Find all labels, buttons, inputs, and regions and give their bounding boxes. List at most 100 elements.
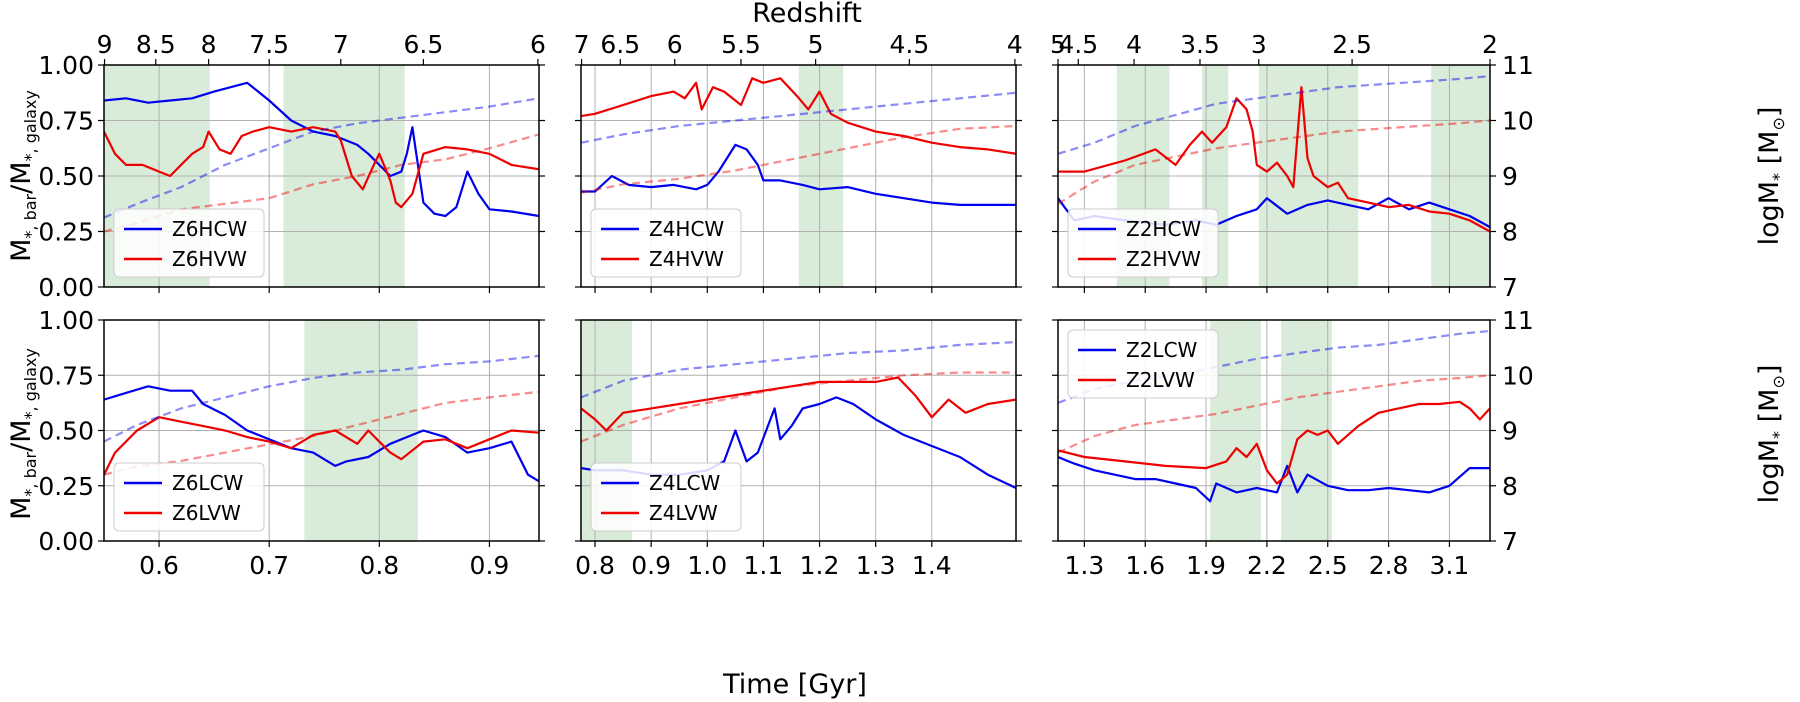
legend-label-z6hcw: Z6HCW	[172, 217, 247, 241]
y2-tick-label: 11	[1502, 51, 1534, 80]
legend-label-z4hvw: Z4HVW	[649, 247, 724, 271]
series-line-z4hcw	[581, 143, 1016, 206]
series-line-z2lcw	[1058, 455, 1490, 503]
top-tick-label: 6	[667, 30, 683, 59]
top-tick-label: 7.5	[249, 30, 289, 59]
x-tick-label: 0.6	[139, 551, 179, 580]
top-tick-label: 6.5	[403, 30, 443, 59]
legend-label-z2lvw: Z2LVW	[1126, 368, 1195, 392]
left-label-m: M	[6, 497, 37, 520]
x-tick-label: 1.0	[687, 551, 727, 580]
y2-tick-label: 9	[1502, 417, 1518, 446]
y2-tick-label: 7	[1502, 527, 1518, 556]
left-label-mid: /M	[6, 419, 37, 451]
y-tick-label: 0.50	[38, 162, 94, 191]
series-line-z4lvw	[581, 376, 1016, 432]
legend-label-z2hcw: Z2HCW	[1126, 217, 1201, 241]
left-axis-label-top: M*, bar/M*, galaxy	[6, 90, 40, 262]
right-axis-label-bottom: logM* [M⊙]	[1754, 365, 1788, 504]
series-group	[1058, 329, 1490, 503]
series-line-mass-red	[1058, 119, 1490, 205]
y-tick-label: 0.25	[38, 472, 94, 501]
top-tick-label: 8	[201, 30, 217, 59]
legend-label-z6hvw: Z6HVW	[172, 247, 247, 271]
top-tick-label: 2	[1482, 30, 1498, 59]
x-tick-label: 1.4	[912, 551, 952, 580]
left-label-sub: *, bar	[21, 193, 40, 238]
series-line-mass-red	[1058, 374, 1490, 454]
legend-label-z4lcw: Z4LCW	[649, 471, 721, 495]
series-line-mass-red	[581, 371, 1016, 443]
left-label-sub2: *, galaxy	[21, 90, 40, 161]
bottom-axis-label-time: Time [Gyr]	[722, 669, 867, 700]
legend-label-z4hcw: Z4HCW	[649, 217, 724, 241]
panel-bottom-left: 0.6 0.7 0.8 0.9 0.00 0.25 0.50 0.75 1.00 Z6LCW Z6L…	[38, 306, 545, 580]
y-tick-label: 0.00	[38, 273, 94, 302]
x-tick-label: 1.2	[800, 551, 840, 580]
left-label-m: M	[6, 239, 37, 262]
right-label-sun: ⊙	[1769, 375, 1788, 388]
series-line-mass-blue	[104, 97, 539, 219]
y-tick-label: 0.75	[38, 107, 94, 136]
x-tick-label: 0.7	[249, 551, 289, 580]
y-tick-label: 1.00	[38, 51, 94, 80]
right-label-close: ]	[1754, 107, 1785, 118]
top-tick-label: 5.5	[721, 30, 761, 59]
series-line-mass-blue	[581, 341, 1016, 399]
right-label-unit: [M	[1754, 389, 1785, 431]
series-group	[104, 81, 539, 233]
legend-label-z6lcw: Z6LCW	[172, 471, 244, 495]
y-tick-label: 0.00	[38, 527, 94, 556]
series-line-z4hvw	[581, 77, 1016, 155]
series-line-z6hvw	[104, 126, 539, 209]
right-label-close: ]	[1754, 365, 1785, 376]
panel-top-left: 9 8.5 8 7.5 7 6.5 6 0.00 0.25 0.50 0.75 1.00 Z6HCW Z6…	[38, 30, 546, 302]
series-line-mass-red	[104, 390, 539, 476]
y2-tick-label: 8	[1502, 472, 1518, 501]
series-line-mass-blue	[581, 91, 1016, 144]
panel-bottom-right: 1.3 1.6 1.9 2.2 2.5 2.8 3.1 7 8 9 10 11 Z2LCW Z2LVW	[1052, 306, 1534, 580]
top-tick-label: 4.5	[889, 30, 929, 59]
y-tick-label: 0.75	[38, 361, 94, 390]
top-tick-label: 7	[333, 30, 349, 59]
series-line-z6lvw	[104, 416, 539, 476]
top-tick-label: 2.5	[1332, 30, 1372, 59]
right-label-unit: [M	[1754, 131, 1785, 173]
right-label-sub: *	[1769, 431, 1788, 439]
left-label-sub: *, bar	[21, 451, 40, 496]
y-tick-label: 0.50	[38, 417, 94, 446]
top-tick-label: 9	[97, 30, 113, 59]
x-tick-label: 2.5	[1308, 551, 1348, 580]
top-axis-label-redshift: Redshift	[752, 0, 862, 29]
series-line-z2hvw	[1058, 86, 1490, 233]
x-tick-label: 0.9	[470, 551, 510, 580]
x-tick-label: 1.1	[744, 551, 784, 580]
series-line-mass-red	[581, 124, 1016, 194]
x-tick-label: 1.6	[1125, 551, 1165, 580]
left-label-sub2: *, galaxy	[21, 348, 40, 419]
panel-top-right: 54.5 4 3.5 3 2.5 2 7 8 9 10 11 Z2HCW Z2HVW	[1050, 30, 1534, 302]
right-label-logm: logM	[1754, 439, 1785, 503]
series-group	[581, 77, 1016, 206]
top-tick-label: 4	[1007, 30, 1023, 59]
x-tick-label: 0.8	[575, 551, 615, 580]
y-tick-label: 1.00	[38, 306, 94, 335]
right-label-sun: ⊙	[1769, 117, 1788, 130]
x-tick-label: 2.8	[1369, 551, 1409, 580]
series-line-z2lvw	[1058, 400, 1490, 485]
left-label-mid: /M	[6, 161, 37, 193]
panel-bottom-middle: 0.8 0.9 1.0 1.1 1.2 1.3 1.4 Z4LCW Z4LVW	[575, 319, 1022, 580]
top-tick-label: 3	[1251, 30, 1267, 59]
x-tick-label: 1.9	[1186, 551, 1226, 580]
x-tick-label: 1.3	[856, 551, 896, 580]
top-tick-label: 4.5	[1058, 30, 1098, 59]
x-tick-label: 2.2	[1247, 551, 1287, 580]
y2-tick-label: 10	[1502, 361, 1534, 390]
legend-label-z2hvw: Z2HVW	[1126, 247, 1201, 271]
x-tick-label: 1.3	[1064, 551, 1104, 580]
series-line-mass-blue	[104, 354, 539, 443]
top-tick-label: 6	[530, 30, 546, 59]
top-tick-label: 4	[1126, 30, 1142, 59]
legend-label-z2lcw: Z2LCW	[1126, 338, 1198, 362]
